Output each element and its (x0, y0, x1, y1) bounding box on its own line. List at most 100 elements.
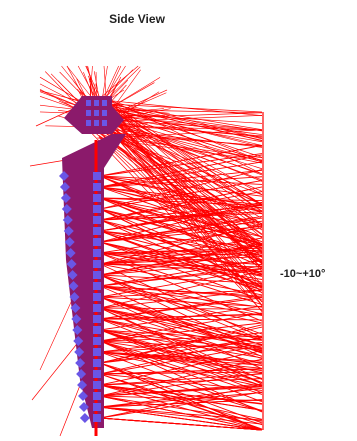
ray-line (99, 252, 263, 276)
ray-line (99, 305, 263, 331)
ray-line (99, 329, 263, 341)
ray-line (99, 144, 263, 177)
ray-line (94, 112, 263, 124)
element-square (93, 359, 101, 367)
ray-line (99, 260, 263, 276)
ray-line (99, 169, 263, 210)
ray-line (99, 378, 263, 386)
ray-line (99, 186, 263, 227)
ray-line (29, 159, 67, 167)
ray-line (92, 129, 263, 287)
ray-line (99, 176, 263, 188)
ray-line (99, 180, 263, 210)
ray-line (93, 115, 263, 170)
ray-line (99, 237, 263, 265)
ray-line (110, 129, 263, 250)
ray-line (99, 406, 263, 421)
ray-line (107, 100, 263, 162)
ray-line (99, 384, 263, 419)
element-diamond (75, 358, 86, 368)
element-square (93, 183, 101, 191)
ray-line (99, 220, 263, 243)
ray-line (99, 386, 263, 397)
ray-line (99, 368, 263, 375)
ray-line (99, 201, 263, 232)
ray-line (104, 124, 263, 137)
ray-line (99, 186, 263, 243)
ray-line (99, 337, 263, 364)
element-diamond (67, 270, 78, 280)
ray-line (99, 175, 263, 246)
radiating-elements (59, 100, 107, 423)
ray-line (99, 223, 263, 265)
ray-line (93, 106, 263, 132)
ray-line (99, 154, 263, 188)
ray-line (99, 296, 263, 308)
ray-line (104, 112, 263, 215)
ray-line (99, 175, 263, 185)
element-diamond (59, 171, 69, 181)
ray-line (99, 371, 263, 375)
ray-line (99, 215, 263, 243)
top-element (86, 120, 91, 126)
diagram-title: Side View (109, 12, 165, 26)
element-diamond (63, 226, 74, 236)
ray-line (99, 391, 263, 419)
ray-line (99, 169, 263, 188)
element-diamond (73, 336, 84, 346)
ray-line (99, 285, 263, 316)
element-diamond (62, 215, 73, 225)
element-square (93, 315, 101, 323)
element-square (93, 392, 101, 400)
ray-line (99, 395, 263, 431)
ray-line (112, 117, 263, 286)
ray-line (94, 127, 263, 148)
ray-line (99, 312, 263, 342)
ray-line (97, 118, 263, 131)
ray-line (99, 197, 263, 245)
ray-line (101, 114, 263, 131)
ray-line (99, 343, 263, 364)
ray-line (99, 307, 263, 385)
ray-line (99, 205, 263, 221)
ray-line (99, 384, 263, 420)
ray-line (99, 362, 263, 412)
ray-line (99, 417, 263, 431)
ray-line (99, 268, 263, 298)
ray-line (99, 395, 263, 402)
top-element (94, 120, 99, 126)
element-diamond (64, 237, 75, 247)
ray-line (99, 318, 263, 348)
element-diamond (76, 369, 87, 379)
ray-line (99, 332, 263, 353)
ray-line (99, 263, 263, 268)
ray-line (113, 124, 263, 162)
ray-line (105, 103, 263, 131)
ray-line (99, 102, 263, 142)
top-element (102, 120, 107, 126)
ray-line (99, 153, 263, 177)
element-diamond (71, 314, 82, 324)
top-element (102, 110, 107, 116)
ray-line (99, 345, 263, 375)
ray-line (97, 119, 263, 181)
element-diamond (60, 193, 71, 203)
ray-line (99, 201, 263, 243)
element-square (93, 348, 101, 356)
element-diamond (66, 259, 77, 269)
element-square (93, 282, 101, 290)
ray-line (99, 289, 263, 298)
ray-line (99, 197, 263, 202)
ray-line (107, 100, 263, 139)
ray-line (96, 113, 263, 254)
element-square (93, 293, 101, 301)
element-diamond (77, 380, 88, 390)
ray-line (99, 270, 263, 309)
ray-traces (29, 65, 264, 437)
element-square (93, 194, 101, 202)
ray-line (99, 109, 263, 161)
top-element (86, 110, 91, 116)
tilt-range-label: -10~+10° (280, 268, 326, 280)
ray-line (99, 351, 263, 388)
